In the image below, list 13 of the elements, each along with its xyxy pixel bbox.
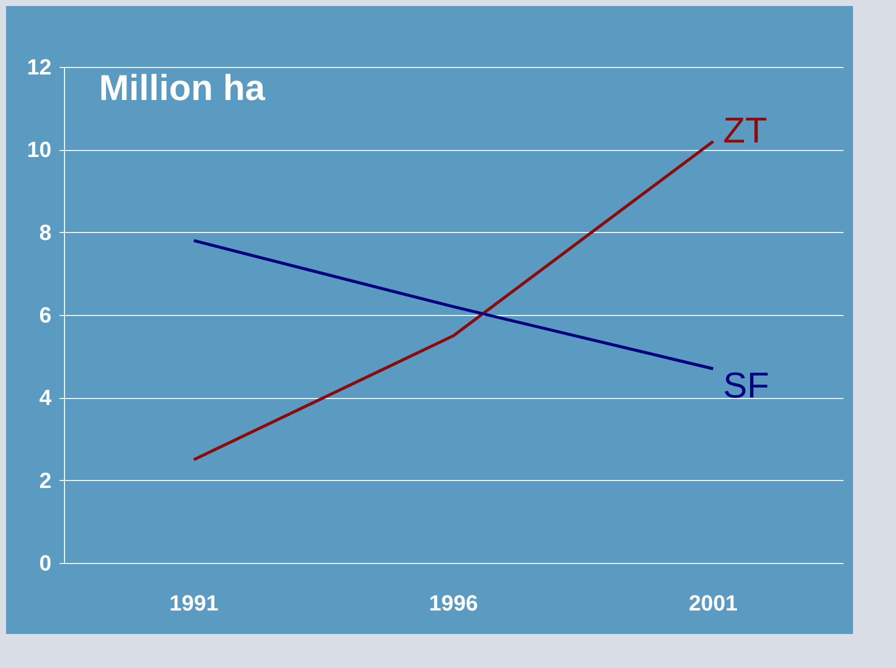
- y-tick-label: 4: [39, 385, 52, 410]
- series-label: SF: [723, 364, 770, 406]
- y-tick-label: 6: [39, 302, 52, 328]
- y-tick-label: 0: [39, 550, 52, 576]
- x-tick-label: 1991: [169, 590, 218, 616]
- x-tick-label: 1996: [429, 590, 478, 616]
- series-label: ZT: [723, 109, 768, 150]
- y-tick-label: 10: [27, 137, 52, 162]
- y-tick-label: 8: [39, 220, 52, 245]
- y-tick-label: 2: [39, 468, 52, 493]
- x-tick-label: 2001: [688, 590, 738, 616]
- annotation: Million ha: [99, 67, 266, 108]
- y-tick-label: 12: [27, 54, 52, 80]
